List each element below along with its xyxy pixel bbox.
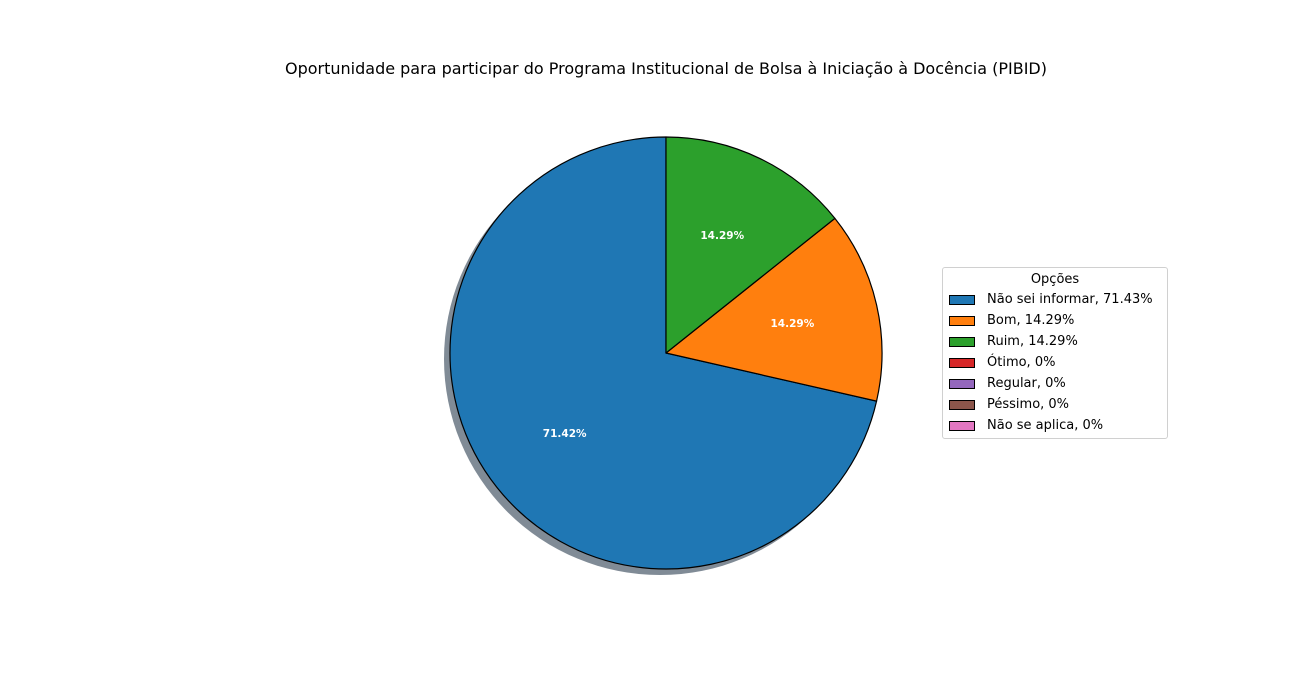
slice-percent-label: 14.29% (770, 318, 814, 330)
legend-label: Regular, 0% (987, 376, 1066, 391)
pie-slice-não-sei-informar (449, 136, 878, 570)
pie-slice-ruim (665, 136, 836, 354)
legend-label: Péssimo, 0% (987, 397, 1070, 412)
legend-label: Ótimo, 0% (987, 355, 1056, 370)
legend-item: Regular, 0% (943, 373, 1167, 394)
legend-title: Opções (1030, 272, 1080, 287)
legend-swatch (949, 315, 975, 326)
chart-title: Oportunidade para participar do Programa… (284, 59, 1047, 78)
legend-label: Não sei informar, 71.43% (987, 292, 1153, 307)
legend-swatch (949, 399, 975, 410)
legend-swatch (949, 420, 975, 431)
legend-item: Ruim, 14.29% (943, 331, 1167, 352)
legend-item: Bom, 14.29% (943, 310, 1167, 331)
legend-swatch (949, 378, 975, 389)
legend-swatch (949, 294, 975, 305)
legend-swatch (949, 336, 975, 347)
legend-item: Ótimo, 0% (943, 352, 1167, 373)
slice-percent-label: 14.29% (700, 230, 744, 242)
pie-slice-bom (665, 217, 883, 402)
legend-item: Péssimo, 0% (943, 394, 1167, 415)
legend-label: Bom, 14.29% (987, 313, 1075, 328)
slice-percent-label: 71.42% (543, 428, 587, 440)
legend-label: Não se aplica, 0% (987, 418, 1104, 433)
legend-item: Não se aplica, 0% (943, 415, 1167, 436)
legend: Opções Não sei informar, 71.43% Bom, 14.… (942, 267, 1168, 439)
legend-label: Ruim, 14.29% (987, 334, 1078, 349)
legend-swatch (949, 357, 975, 368)
legend-item: Não sei informar, 71.43% (943, 289, 1167, 310)
